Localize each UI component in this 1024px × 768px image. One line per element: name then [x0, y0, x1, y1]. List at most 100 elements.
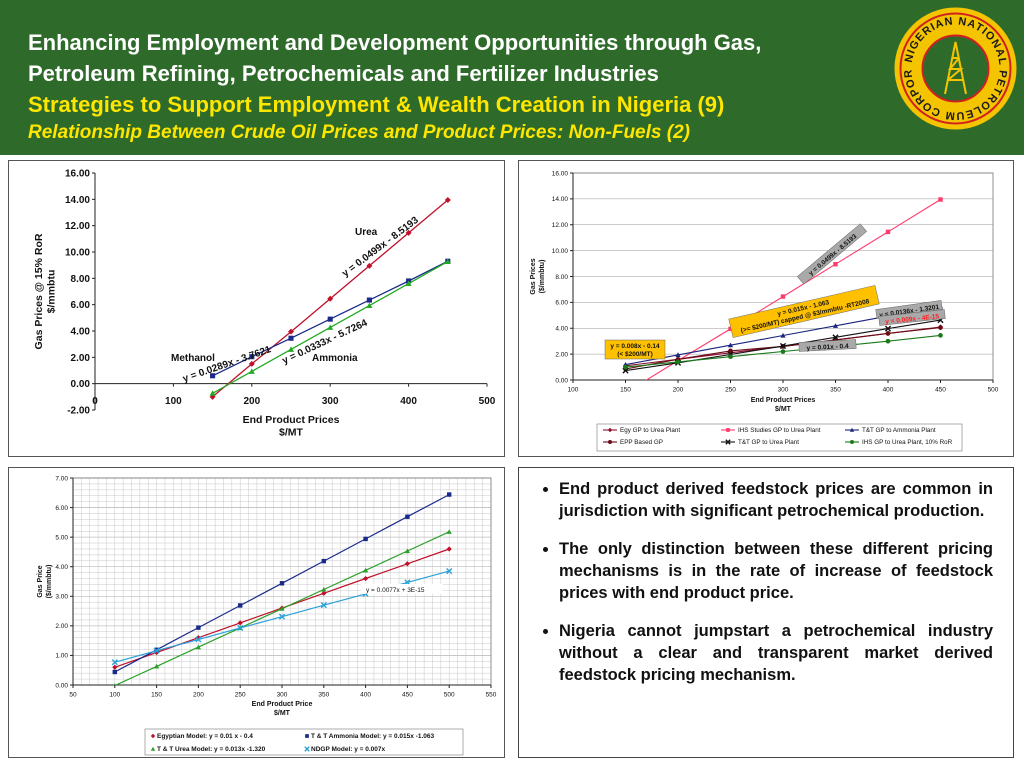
data-point	[278, 613, 286, 620]
x-tick-label: 300	[277, 692, 288, 699]
data-point	[111, 659, 118, 666]
data-point	[150, 733, 156, 739]
data-point	[780, 294, 786, 299]
x-tick-label: 150	[151, 692, 162, 699]
x-tick-label: 0	[92, 396, 98, 407]
subtitle-relationship: Relationship Between Crude Oil Prices an…	[28, 122, 690, 143]
y-axis-title: Gas Price	[37, 565, 44, 597]
series-ammonia	[209, 258, 451, 396]
y-tick-label: 4.00	[71, 327, 91, 338]
bullet-point: The only distinction between these diffe…	[559, 538, 993, 604]
data-point	[288, 328, 294, 335]
data-point	[726, 428, 730, 432]
key-points-list: End product derived feedstock prices are…	[519, 468, 1013, 686]
data-point	[405, 514, 410, 519]
legend-frame	[596, 423, 963, 452]
x-axis-title-line: $/MT	[279, 427, 304, 439]
data-point	[608, 440, 612, 444]
data-point	[727, 342, 734, 348]
data-point	[248, 360, 255, 367]
legend-label: T & T Urea Model: y = 0.013x -1.320	[157, 746, 266, 753]
annotation-tt-ammonia-bg	[728, 285, 880, 338]
data-point	[446, 568, 453, 575]
title-line-1: Enhancing Employment and Development Opp…	[28, 30, 762, 55]
legend-label: T & T Ammonia Model: y = 0.015x -1.063	[311, 733, 435, 740]
data-point	[728, 326, 733, 332]
data-point	[327, 295, 334, 302]
x-axis-title-line: End Product Prices	[751, 397, 816, 404]
chart-panel-gas-vs-product-ror: -2.00 0.00 2.00 4.00 6.00 8.00 10.00 12.00 14.00…	[8, 160, 505, 457]
chart-panel-pricing-models: 0.00 1.00 2.00 3.00 4.00 5.00 6.00 7.00 50 100 150…	[8, 467, 505, 758]
data-point	[885, 338, 891, 344]
data-point	[446, 529, 452, 534]
y-tick-label: 8.00	[71, 274, 91, 285]
y-tick-label: 2.00	[71, 353, 91, 364]
data-point	[366, 302, 373, 308]
chart-legend: Egy GP to Urea Plant IHS Studies GP to Ur…	[596, 423, 963, 452]
data-point	[780, 332, 786, 338]
data-point	[327, 324, 334, 330]
x-tick-label: 50	[69, 692, 77, 699]
data-point	[279, 606, 285, 611]
data-point	[195, 636, 202, 643]
annotation-tt-urea-bg	[604, 339, 666, 360]
x-tick-label: 450	[935, 387, 946, 394]
x-tick-label: 250	[235, 692, 246, 699]
y-axis-title: Gas Prices @ 15% RoR	[33, 233, 45, 349]
chart-annotation: y = 0.0499x - 8.5193	[340, 215, 421, 280]
x-tick-label: 500	[988, 387, 999, 394]
x-tick-label: 500	[479, 396, 496, 407]
x-tick-label: 350	[830, 387, 841, 394]
data-point	[404, 548, 410, 554]
data-point	[446, 492, 452, 497]
legend-label: EPP Based GP	[620, 439, 663, 446]
y-tick-label: 10.00	[65, 248, 90, 259]
data-point	[248, 368, 255, 374]
y-tick-label: 3.00	[55, 594, 68, 601]
y-tick-label: 2.00	[55, 623, 68, 630]
data-point	[237, 624, 244, 632]
data-point	[850, 440, 854, 444]
y-tick-label: 1.00	[55, 653, 68, 660]
data-point	[305, 734, 309, 738]
title-line-2: Petroleum Refining, Petrochemicals and F…	[28, 61, 659, 86]
data-point	[237, 603, 243, 608]
y-axis-title: ($/mmbtu)	[539, 260, 546, 294]
bullet-point: Nigeria cannot jumpstart a petrochemical…	[559, 620, 993, 686]
x-tick-label: 200	[243, 396, 260, 407]
data-point	[938, 325, 943, 330]
y-tick-label: 14.00	[65, 195, 90, 206]
chart-annotation: y = 0.01x - 0.4	[806, 343, 849, 352]
data-point	[321, 558, 327, 564]
legend-label: NDGP Model: y = 0.007x	[311, 746, 386, 753]
data-point	[849, 427, 855, 432]
y-tick-label: 12.00	[65, 221, 90, 232]
data-point	[209, 390, 216, 396]
series-t-t-ammonia-model-y-0-015x-1-063	[112, 492, 452, 675]
data-point	[249, 354, 255, 360]
annotation-egy: y = 0.01x - 0.4	[798, 339, 857, 352]
data-point	[833, 261, 838, 267]
data-point	[112, 669, 118, 675]
annotation-tt-urea: y = 0.008x - 0.14(< $200/MT)	[604, 339, 666, 360]
y-tick-label: 4.00	[55, 564, 68, 571]
chart-annotation: Urea	[355, 227, 378, 238]
data-point	[237, 620, 243, 626]
y-axis-title: ($/mmbtu)	[46, 565, 53, 599]
chart-annotation: y = 0.008x - 0.14	[610, 343, 660, 350]
x-axis-title-line: End Product Price	[252, 701, 313, 708]
x-axis-title-line: $/MT	[274, 710, 291, 717]
x-tick-label: 100	[165, 396, 182, 407]
y-tick-label: 14.00	[552, 196, 569, 203]
bullet-point: End product derived feedstock prices are…	[559, 478, 993, 522]
x-axis-title-line: $/MT	[775, 406, 792, 413]
chart-annotation: (< $200/MT)	[617, 351, 653, 358]
annotation-bg	[361, 584, 443, 594]
key-points-box: End product derived feedstock prices are…	[518, 467, 1014, 758]
legend-label: T&T GP to Urea Plant	[738, 439, 799, 446]
x-tick-label: 450	[402, 692, 413, 699]
nnpc-logo: NIGERIAN NATIONAL PETROLEUM CORPORATION	[893, 6, 1017, 130]
data-point	[780, 349, 786, 354]
chart-gas-prices-comparison: 0.00 2.00 4.00 6.00 8.00 10.00 12.00 14.00 16.00…	[530, 170, 999, 452]
x-tick-label: 200	[193, 692, 204, 699]
